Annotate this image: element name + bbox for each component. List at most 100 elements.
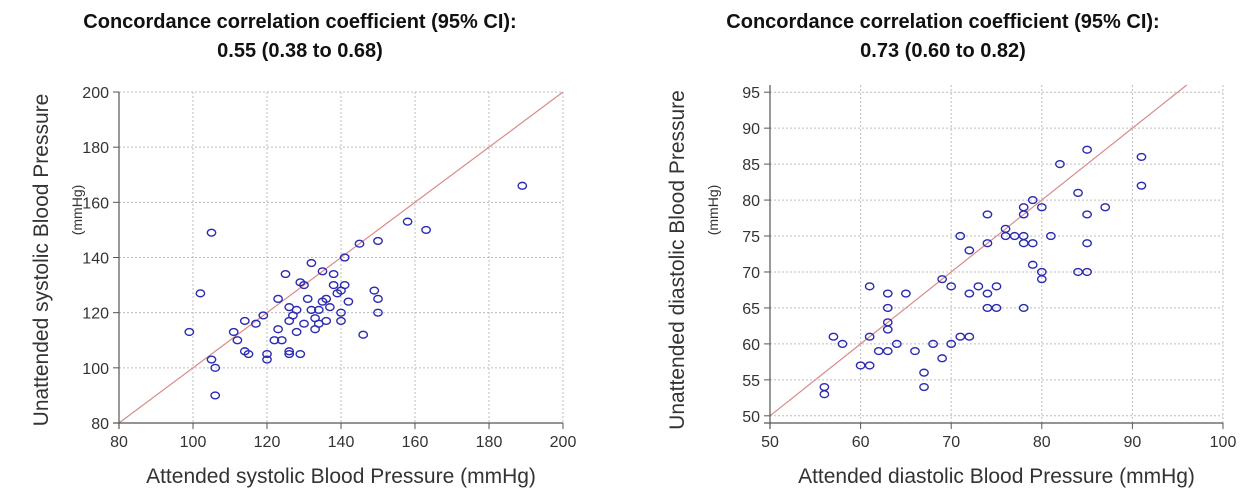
y-tick-label: 180	[82, 140, 109, 157]
data-point	[1036, 203, 1047, 212]
data-point	[1100, 203, 1111, 212]
data-point	[1018, 239, 1029, 248]
diastolic-chart-panel: Concordance correlation coefficient (95%…	[640, 0, 1246, 494]
data-point	[210, 391, 221, 400]
y-tick-label: 90	[742, 121, 760, 138]
data-point	[269, 336, 280, 345]
data-point	[354, 239, 365, 248]
data-point	[328, 269, 339, 279]
data-point	[819, 382, 830, 392]
data-point	[900, 289, 911, 298]
x-tick-label: 50	[761, 434, 779, 451]
data-point	[991, 303, 1002, 313]
data-point	[291, 327, 302, 337]
data-point	[228, 327, 239, 337]
data-point	[819, 390, 830, 399]
data-point	[1027, 195, 1038, 205]
y-axis-unit: (mmHg)	[69, 185, 85, 236]
data-point	[273, 294, 283, 303]
x-tick-label: 200	[550, 434, 577, 451]
data-point	[284, 347, 295, 356]
chart-title: Concordance correlation coefficient (95%…	[640, 8, 1246, 66]
data-point	[402, 217, 413, 226]
data-point	[1027, 260, 1038, 269]
y-tick-label: 55	[742, 373, 760, 390]
data-point	[837, 339, 848, 348]
data-point	[258, 311, 269, 320]
data-point	[891, 339, 902, 348]
y-tick-label: 60	[742, 337, 760, 354]
data-point	[206, 355, 217, 364]
data-point	[882, 303, 893, 313]
data-point	[864, 332, 875, 341]
data-point	[982, 289, 993, 298]
data-point	[336, 308, 346, 317]
chart-title-line1: Concordance correlation coefficient (95%…	[726, 11, 1160, 33]
data-point	[328, 280, 339, 290]
data-point	[1055, 160, 1065, 169]
chart-title-line1: Concordance correlation coefficient (95%…	[83, 11, 517, 33]
data-point	[928, 339, 938, 348]
data-point	[882, 325, 893, 334]
data-point	[276, 336, 287, 345]
y-axis-unit: (mmHg)	[705, 185, 721, 236]
data-point	[919, 382, 929, 392]
data-point	[373, 294, 383, 303]
y-tick-label: 120	[82, 306, 109, 323]
chart-title: Concordance correlation coefficient (95%…	[0, 8, 600, 66]
data-point	[937, 275, 948, 284]
data-point	[262, 355, 272, 364]
data-point	[882, 318, 893, 327]
data-point	[421, 225, 431, 235]
x-tick-label: 60	[852, 434, 870, 451]
data-point	[232, 336, 243, 345]
data-point	[946, 339, 957, 348]
data-point	[306, 258, 317, 268]
data-point	[991, 282, 1002, 291]
y-tick-label: 50	[742, 409, 760, 426]
y-tick-label: 85	[742, 157, 760, 174]
data-point	[321, 294, 332, 303]
x-tick-label: 180	[476, 434, 503, 451]
data-point	[882, 289, 893, 298]
data-point	[206, 228, 217, 237]
y-tick-label: 100	[82, 361, 109, 378]
data-point	[262, 349, 272, 359]
x-tick-label: 160	[402, 434, 429, 451]
data-point	[1018, 203, 1029, 212]
data-point	[1136, 181, 1147, 190]
data-point	[243, 349, 254, 359]
data-point	[210, 363, 221, 372]
y-axis-title: Unattended diastolic Blood Pressure	[666, 90, 689, 430]
y-tick-label: 75	[742, 229, 760, 246]
y-tick-label: 200	[82, 85, 109, 102]
data-point	[195, 289, 206, 298]
data-point	[336, 316, 346, 326]
data-point	[910, 346, 920, 356]
x-axis-title: Attended diastolic Blood Pressure (mmHg)	[798, 465, 1195, 488]
data-point	[955, 332, 966, 341]
data-point	[1018, 231, 1029, 241]
y-tick-label: 95	[742, 85, 760, 102]
data-point	[955, 231, 966, 241]
data-point	[339, 280, 350, 290]
data-point	[273, 325, 283, 334]
data-point	[873, 346, 884, 356]
data-point	[184, 327, 195, 337]
data-point	[250, 319, 261, 328]
y-tick-label: 65	[742, 301, 760, 318]
data-point	[306, 305, 317, 315]
data-point	[369, 286, 380, 295]
data-point	[864, 361, 875, 370]
data-point	[1073, 188, 1083, 197]
data-point	[343, 297, 354, 306]
x-tick-label: 140	[328, 434, 355, 451]
data-point	[1000, 224, 1011, 233]
data-point	[373, 308, 383, 317]
x-tick-label: 100	[1210, 434, 1237, 451]
data-point	[295, 349, 306, 359]
data-point	[982, 210, 993, 219]
diastolic-scatter-plot: 50 60 70 80 90 100 50 55 60 65 70 75 80 85 90 95 Attende…	[666, 84, 1237, 488]
chart-title-line2: 0.55 (0.38 to 0.68)	[217, 40, 383, 62]
data-point	[1027, 239, 1038, 248]
